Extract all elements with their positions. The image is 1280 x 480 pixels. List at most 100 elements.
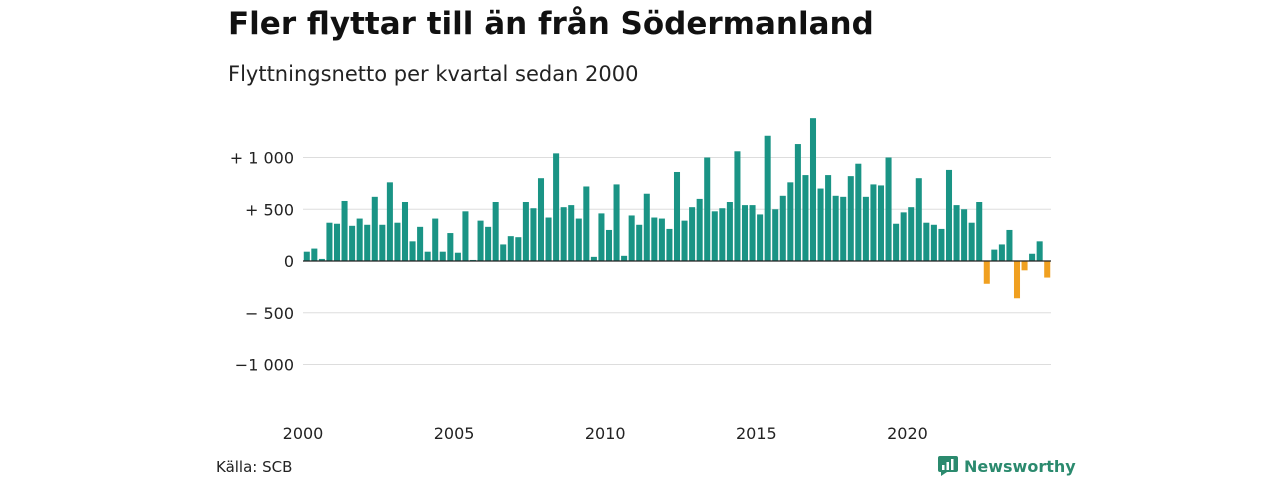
bar xyxy=(734,151,741,261)
bar xyxy=(613,184,620,261)
bar xyxy=(681,220,688,261)
x-tick-label: 2000 xyxy=(283,424,324,443)
source-note: Källa: SCB xyxy=(216,458,293,476)
bar xyxy=(719,208,726,261)
bar xyxy=(779,195,786,261)
bar xyxy=(447,233,454,262)
bar xyxy=(507,236,514,261)
bar xyxy=(371,196,378,261)
bar xyxy=(772,209,779,261)
x-tick-label: 2015 xyxy=(736,424,777,443)
bar xyxy=(651,217,658,261)
brand-logo[interactable]: Newsworthy xyxy=(938,456,1076,476)
bar xyxy=(862,196,869,261)
bar xyxy=(809,118,817,261)
bar xyxy=(537,178,545,261)
bar xyxy=(840,196,847,261)
bar xyxy=(923,222,930,261)
bar xyxy=(877,185,885,261)
bar xyxy=(1036,241,1043,261)
bar xyxy=(945,169,953,261)
bar xyxy=(628,215,635,261)
bar xyxy=(870,184,877,261)
bar xyxy=(590,256,597,261)
bar xyxy=(401,202,409,261)
bar xyxy=(983,261,990,284)
bar xyxy=(439,251,446,261)
bar xyxy=(1006,229,1013,261)
bar xyxy=(832,195,839,261)
brand-name: Newsworthy xyxy=(964,456,1076,476)
bar xyxy=(938,228,945,261)
bar xyxy=(605,229,613,261)
bar xyxy=(741,205,749,261)
bar xyxy=(485,226,492,261)
bar xyxy=(976,202,983,261)
bar xyxy=(311,248,318,261)
x-axis-ticks: 2000 2005 2010 2015 2020 xyxy=(283,424,928,443)
bar xyxy=(477,220,484,261)
bar xyxy=(568,205,575,261)
y-tick-label: − 500 xyxy=(245,304,294,323)
bar xyxy=(696,198,703,261)
y-tick-label: −1 000 xyxy=(235,356,294,375)
bar xyxy=(553,153,560,261)
bar xyxy=(409,241,416,261)
bar xyxy=(530,208,537,261)
bar xyxy=(636,224,643,262)
bar xyxy=(515,237,522,261)
bar xyxy=(885,157,892,261)
bar xyxy=(1013,261,1021,299)
bar xyxy=(930,224,937,262)
chart-title: Fler flyttar till än från Södermanland xyxy=(228,6,874,42)
bars xyxy=(303,118,1051,299)
bar xyxy=(893,223,900,261)
bar xyxy=(658,218,665,261)
bar xyxy=(787,182,794,261)
bar xyxy=(333,223,341,261)
y-tick-label: 0 xyxy=(284,252,294,271)
bar xyxy=(900,212,907,261)
bar xyxy=(794,144,801,261)
bar xyxy=(560,207,567,261)
bar xyxy=(1044,261,1051,278)
bar xyxy=(522,202,529,261)
bar xyxy=(417,226,424,261)
bar xyxy=(303,251,310,261)
bar xyxy=(349,225,356,261)
bar xyxy=(847,176,854,261)
bar xyxy=(1029,253,1036,261)
bar xyxy=(583,186,590,261)
bar xyxy=(1021,261,1028,271)
gridlines xyxy=(303,157,1051,365)
bar xyxy=(318,258,325,261)
bar xyxy=(726,202,733,261)
bar xyxy=(998,244,1005,261)
y-tick-label: + 1 000 xyxy=(230,149,294,168)
bar xyxy=(991,249,998,261)
y-tick-label: + 500 xyxy=(245,200,294,219)
bar xyxy=(500,244,507,261)
bar xyxy=(961,209,968,261)
bar xyxy=(968,222,975,261)
bar xyxy=(749,205,756,261)
x-tick-label: 2020 xyxy=(887,424,928,443)
bar xyxy=(575,218,582,261)
bar xyxy=(598,213,605,261)
bar xyxy=(704,157,711,261)
bar xyxy=(364,224,371,262)
bar xyxy=(454,252,461,261)
bar xyxy=(711,211,718,261)
bar xyxy=(492,202,499,261)
bar xyxy=(462,211,469,261)
bar xyxy=(764,135,771,261)
bar-chart: + 1 000 + 500 0 − 500 −1 000 2000 2005 2010 201… xyxy=(230,118,1051,443)
bar xyxy=(621,255,628,261)
bar xyxy=(757,214,764,261)
bar xyxy=(915,178,922,261)
bar xyxy=(666,228,673,261)
bar xyxy=(341,200,348,261)
bar xyxy=(432,218,439,261)
bar xyxy=(326,222,333,261)
bar xyxy=(394,222,401,261)
